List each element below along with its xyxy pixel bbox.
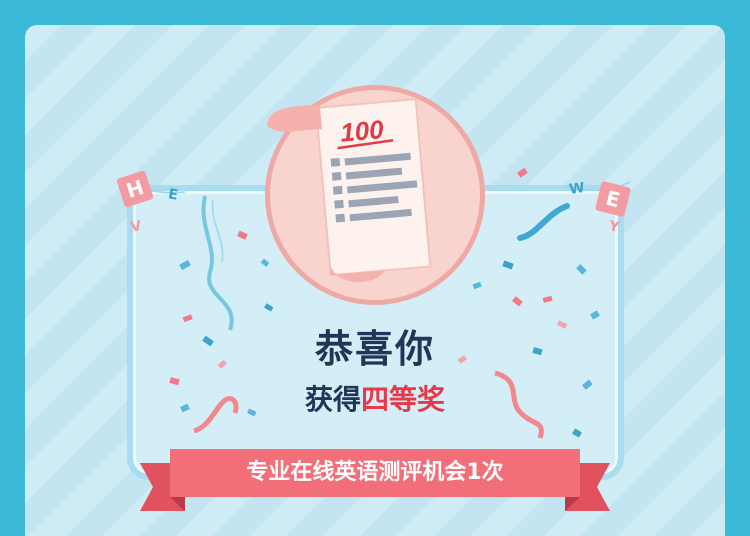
confetti-piece — [572, 428, 582, 438]
paper-line — [347, 180, 418, 194]
confetti-piece — [457, 355, 467, 364]
confetti-piece — [517, 167, 528, 178]
paper-top-curl — [267, 105, 322, 132]
confetti-piece — [260, 258, 270, 267]
confetti-piece — [472, 281, 482, 290]
confetti-piece — [180, 403, 190, 413]
confetti-piece — [169, 377, 180, 386]
paper-line — [349, 208, 412, 222]
paper-score-underline — [337, 139, 394, 150]
confetti-piece — [247, 408, 257, 417]
score-paper-scroll-icon: 100 — [267, 98, 432, 283]
confetti-piece — [582, 379, 593, 390]
streamer — [494, 370, 544, 439]
reward-text: 专业在线英语测评机会1次 — [246, 460, 504, 485]
confetti-piece — [217, 359, 227, 369]
paper-bullet — [331, 171, 342, 181]
prize-line: 获得四等奖 — [0, 382, 750, 418]
paper-bullet — [332, 185, 343, 195]
ribbon-fold-right — [565, 497, 580, 511]
confetti-piece — [532, 347, 543, 356]
ribbon-fold-left — [170, 497, 185, 511]
confetti-piece — [557, 320, 568, 329]
reward-ribbon — [140, 449, 610, 511]
confetti-piece — [182, 314, 193, 323]
bunting-flag-left-2: E — [166, 186, 180, 204]
paper-bullet — [334, 199, 344, 209]
confetti-piece — [237, 230, 248, 240]
confetti-piece — [576, 264, 587, 275]
congrats-title: 恭喜你 — [314, 327, 435, 371]
confetti-piece — [590, 310, 600, 320]
prize-name: 四等奖 — [361, 383, 446, 416]
paper-line — [344, 152, 411, 166]
paper-line — [345, 167, 403, 180]
confetti-piece — [264, 303, 274, 312]
bunting-flag-right-3: Y — [607, 218, 621, 236]
bunting-flag-left-3: V — [129, 218, 143, 236]
paper-bullet — [330, 157, 341, 167]
paper-bullet — [335, 213, 346, 223]
confetti-piece — [202, 335, 214, 347]
paper-line — [348, 196, 399, 208]
prize-prefix: 获得 — [304, 383, 361, 416]
confetti-piece — [542, 295, 553, 303]
confetti-piece — [512, 296, 523, 307]
confetti-piece — [502, 260, 514, 270]
streamer — [193, 396, 239, 434]
ribbon-band — [170, 449, 580, 497]
streamer — [517, 203, 570, 241]
bunting-flag-right-1: W — [568, 180, 586, 198]
streamer — [201, 195, 234, 331]
confetti-piece — [179, 259, 191, 271]
paper-bottom-curl — [329, 265, 385, 283]
streamer — [211, 199, 224, 263]
